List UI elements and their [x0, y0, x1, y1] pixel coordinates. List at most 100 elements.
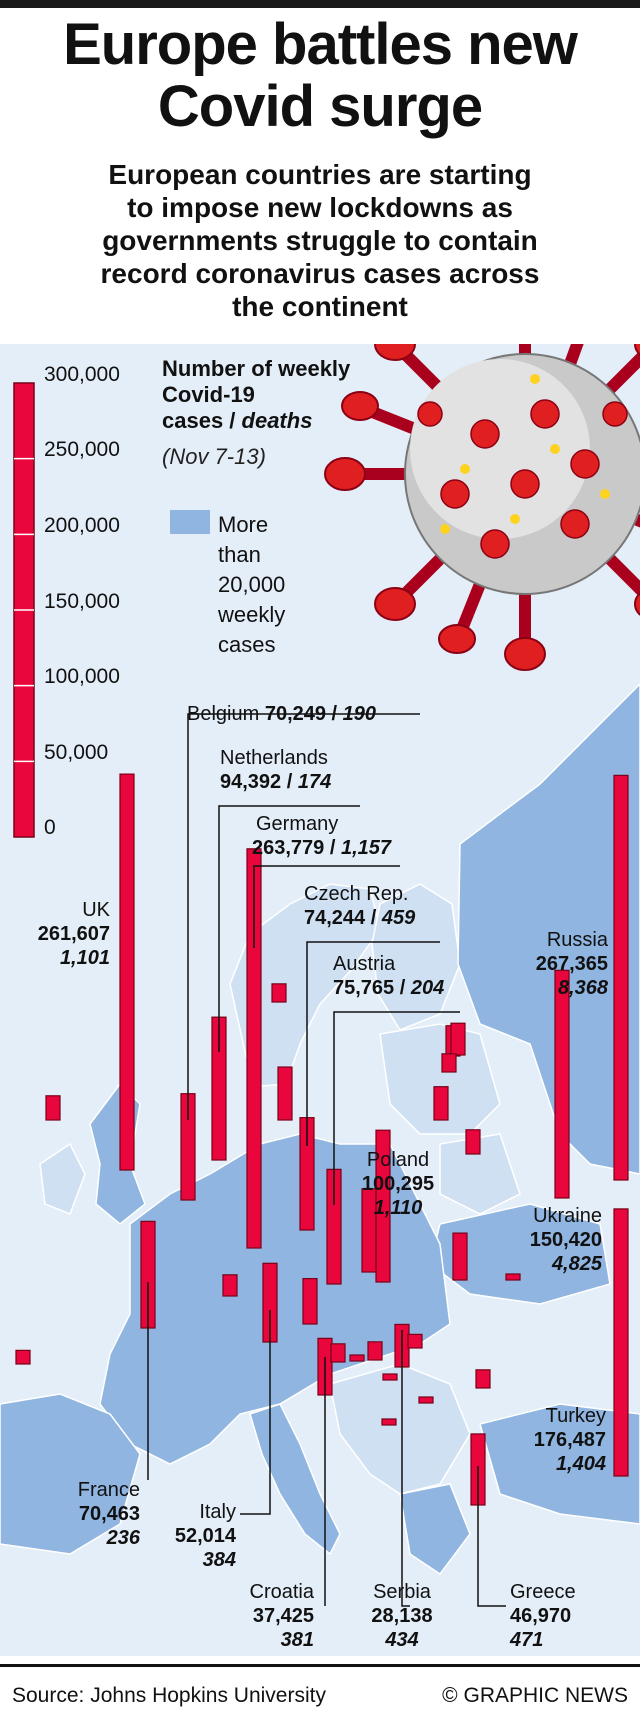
leader-line [218, 805, 360, 1052]
label-croatia: Croatia 37,425 381 [214, 1580, 314, 1652]
legend-swatch-line: More [218, 512, 269, 537]
title-line-2: Covid surge [157, 74, 483, 139]
cases-value: 52,014 [174, 1525, 236, 1547]
belarus-shape [439, 1133, 521, 1215]
deaths-value: 1,157 [340, 837, 392, 859]
deaths-value: 1,101 [59, 947, 110, 969]
country-name: Serbia [373, 1581, 431, 1603]
y-tick: 100,000 [44, 665, 120, 688]
legend-swatch-line: weekly [218, 602, 286, 627]
leader-line [306, 941, 440, 1146]
coronavirus-icon [324, 344, 640, 671]
cases-value: 28,138 [371, 1605, 433, 1627]
cases-value: 261,607 [37, 923, 110, 945]
cases-value: 75,765 [333, 977, 395, 999]
subtitle-line: governments struggle to contain [102, 225, 538, 256]
legend-period: (Nov 7-13) [162, 444, 266, 469]
legend-title-line: Covid-19 [162, 382, 255, 407]
bar-germany [246, 848, 262, 1249]
legend-swatch-line: than [218, 542, 261, 567]
bar-unlabeled [302, 1277, 318, 1325]
country-name: Croatia [249, 1581, 314, 1603]
country-name: UK [82, 899, 110, 921]
finland-shape [371, 883, 461, 1031]
country-name: Italy [199, 1501, 236, 1523]
turkey-shape [479, 1403, 640, 1525]
country-name: Poland [366, 1149, 430, 1171]
bar-unlabeled [277, 1066, 293, 1121]
bar-unlabeled [271, 983, 287, 1003]
cases-value: 267,365 [535, 953, 608, 975]
bar-ukraine [554, 969, 570, 1199]
cases-value: 150,420 [529, 1229, 602, 1251]
label-poland: Poland 100,295 1,110 [338, 1148, 458, 1220]
label-france: France 70,463 236 [40, 1478, 140, 1550]
y-tick: 250,000 [44, 438, 120, 461]
cases-value: 176,487 [533, 1429, 606, 1451]
cases-value: 74,244 [304, 907, 366, 929]
cases-value: 37,425 [252, 1605, 314, 1627]
top-rule [0, 0, 640, 8]
legend-swatch-line: cases [218, 632, 276, 657]
label-italy: Italy 52,014 384 [136, 1500, 236, 1572]
footer-rule [0, 1664, 640, 1667]
europe-map [0, 344, 640, 1656]
bar-unlabeled [382, 1373, 398, 1381]
cases-value: 263,779 [252, 837, 325, 859]
legend-swatch-label: More than 20,000 weekly cases [218, 510, 338, 660]
label-russia: Russia 267,365 8,368 [498, 928, 608, 1000]
subtitle-line: European countries are starting [108, 159, 532, 190]
bar-unlabeled [465, 1129, 481, 1155]
bar-unlabeled [15, 1349, 31, 1365]
deaths-value: 8,368 [557, 977, 608, 999]
label-netherlands: Netherlands 94,392 / 174 [220, 747, 332, 793]
deaths-value: 434 [385, 1629, 419, 1651]
cases-value: 46,970 [510, 1605, 572, 1627]
subtitle-line: to impose new lockdowns as [127, 192, 513, 223]
y-tick: 150,000 [44, 590, 120, 613]
leader-lines [147, 713, 506, 1607]
deaths-value: 236 [106, 1527, 140, 1549]
bar-russia [613, 774, 629, 1181]
iberia-shape [0, 1393, 141, 1555]
bar-unlabeled [441, 1053, 457, 1073]
legend-swatch-line: 20,000 [218, 572, 286, 597]
credit: © GRAPHIC NEWS [442, 1684, 628, 1707]
bar-unlabeled [330, 1343, 346, 1363]
leader-line [240, 1310, 271, 1515]
balkans-shape [329, 1363, 471, 1495]
deaths-value: 459 [381, 907, 416, 929]
legend-deaths-text: deaths [241, 408, 313, 433]
leader-line [333, 1011, 460, 1205]
cases-value: 70,249 [264, 703, 326, 725]
country-name: Russia [546, 929, 608, 951]
country-name: Netherlands [220, 747, 328, 769]
deaths-value: 4,825 [551, 1253, 602, 1275]
footer: Source: Johns Hopkins University © GRAPH… [0, 1664, 640, 1724]
cases-value: 70,463 [78, 1503, 140, 1525]
bar-unlabeled [433, 1086, 449, 1121]
deaths-value: 1,404 [555, 1453, 606, 1475]
country-name: Austria [333, 953, 396, 975]
y-tick: 50,000 [44, 741, 109, 764]
legend-title: Number of weekly Covid-19 cases / deaths [162, 356, 350, 434]
country-name: Greece [510, 1581, 576, 1603]
leader-line [187, 713, 420, 1120]
cases-value: 100,295 [361, 1173, 435, 1195]
cases-value: 94,392 [220, 771, 282, 793]
subtitle-line: record coronavirus cases across [100, 258, 540, 289]
ireland-shape [39, 1142, 86, 1215]
source-note: Source: Johns Hopkins University [12, 1684, 326, 1707]
bar-unlabeled [505, 1273, 521, 1281]
deaths-value: 384 [202, 1549, 236, 1571]
bar-unlabeled [45, 1095, 61, 1121]
deaths-value: 204 [410, 977, 445, 999]
italy-shape [249, 1403, 341, 1556]
bar-turkey [613, 1208, 629, 1477]
title-line-1: Europe battles new [63, 12, 578, 77]
russia-shape [457, 682, 640, 1175]
country-name: Belgium [187, 703, 260, 725]
legend-cases-text: cases / [162, 408, 242, 433]
country-name: Ukraine [533, 1205, 602, 1227]
